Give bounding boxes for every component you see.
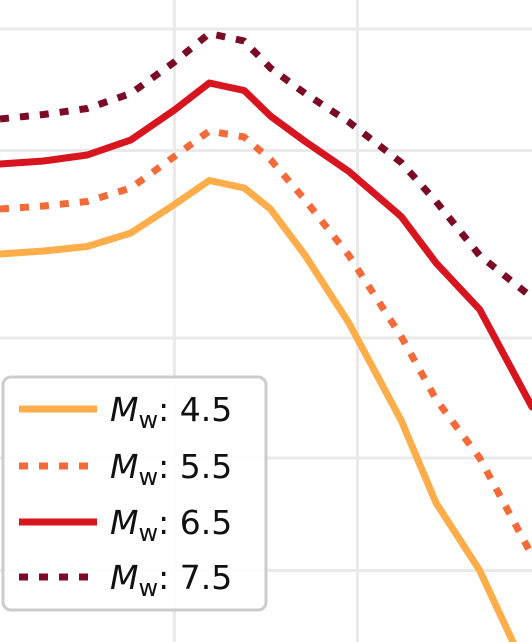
legend: Mw: 4.5Mw: 5.5Mw: 6.5Mw: 7.5	[3, 377, 266, 610]
series-line-3	[0, 34, 532, 298]
legend-symbol: M	[110, 447, 138, 486]
legend-subscript: w	[138, 519, 158, 547]
legend-value: : 5.5	[158, 447, 232, 486]
legend-value: : 6.5	[158, 503, 232, 542]
legend-label-2: Mw: 6.5	[110, 503, 232, 547]
legend-label-1: Mw: 5.5	[110, 447, 232, 491]
legend-symbol: M	[110, 503, 138, 542]
legend-subscript: w	[138, 574, 158, 602]
legend-subscript: w	[138, 406, 158, 434]
legend-symbol: M	[110, 390, 138, 429]
legend-value: : 7.5	[158, 558, 232, 597]
legend-label-3: Mw: 7.5	[110, 558, 232, 602]
legend-label-0: Mw: 4.5	[110, 390, 232, 434]
legend-value: : 4.5	[158, 390, 232, 429]
legend-subscript: w	[138, 463, 158, 491]
legend-symbol: M	[110, 558, 138, 597]
